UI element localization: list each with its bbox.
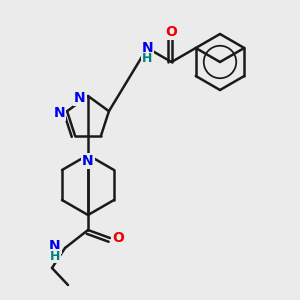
Text: N: N — [74, 91, 86, 105]
Text: N: N — [82, 154, 94, 168]
Text: H: H — [142, 52, 152, 65]
Text: O: O — [166, 25, 177, 39]
Text: N: N — [53, 106, 65, 120]
Text: O: O — [112, 231, 124, 245]
Text: N: N — [141, 41, 153, 55]
Text: N: N — [49, 239, 61, 253]
Text: H: H — [50, 250, 60, 262]
